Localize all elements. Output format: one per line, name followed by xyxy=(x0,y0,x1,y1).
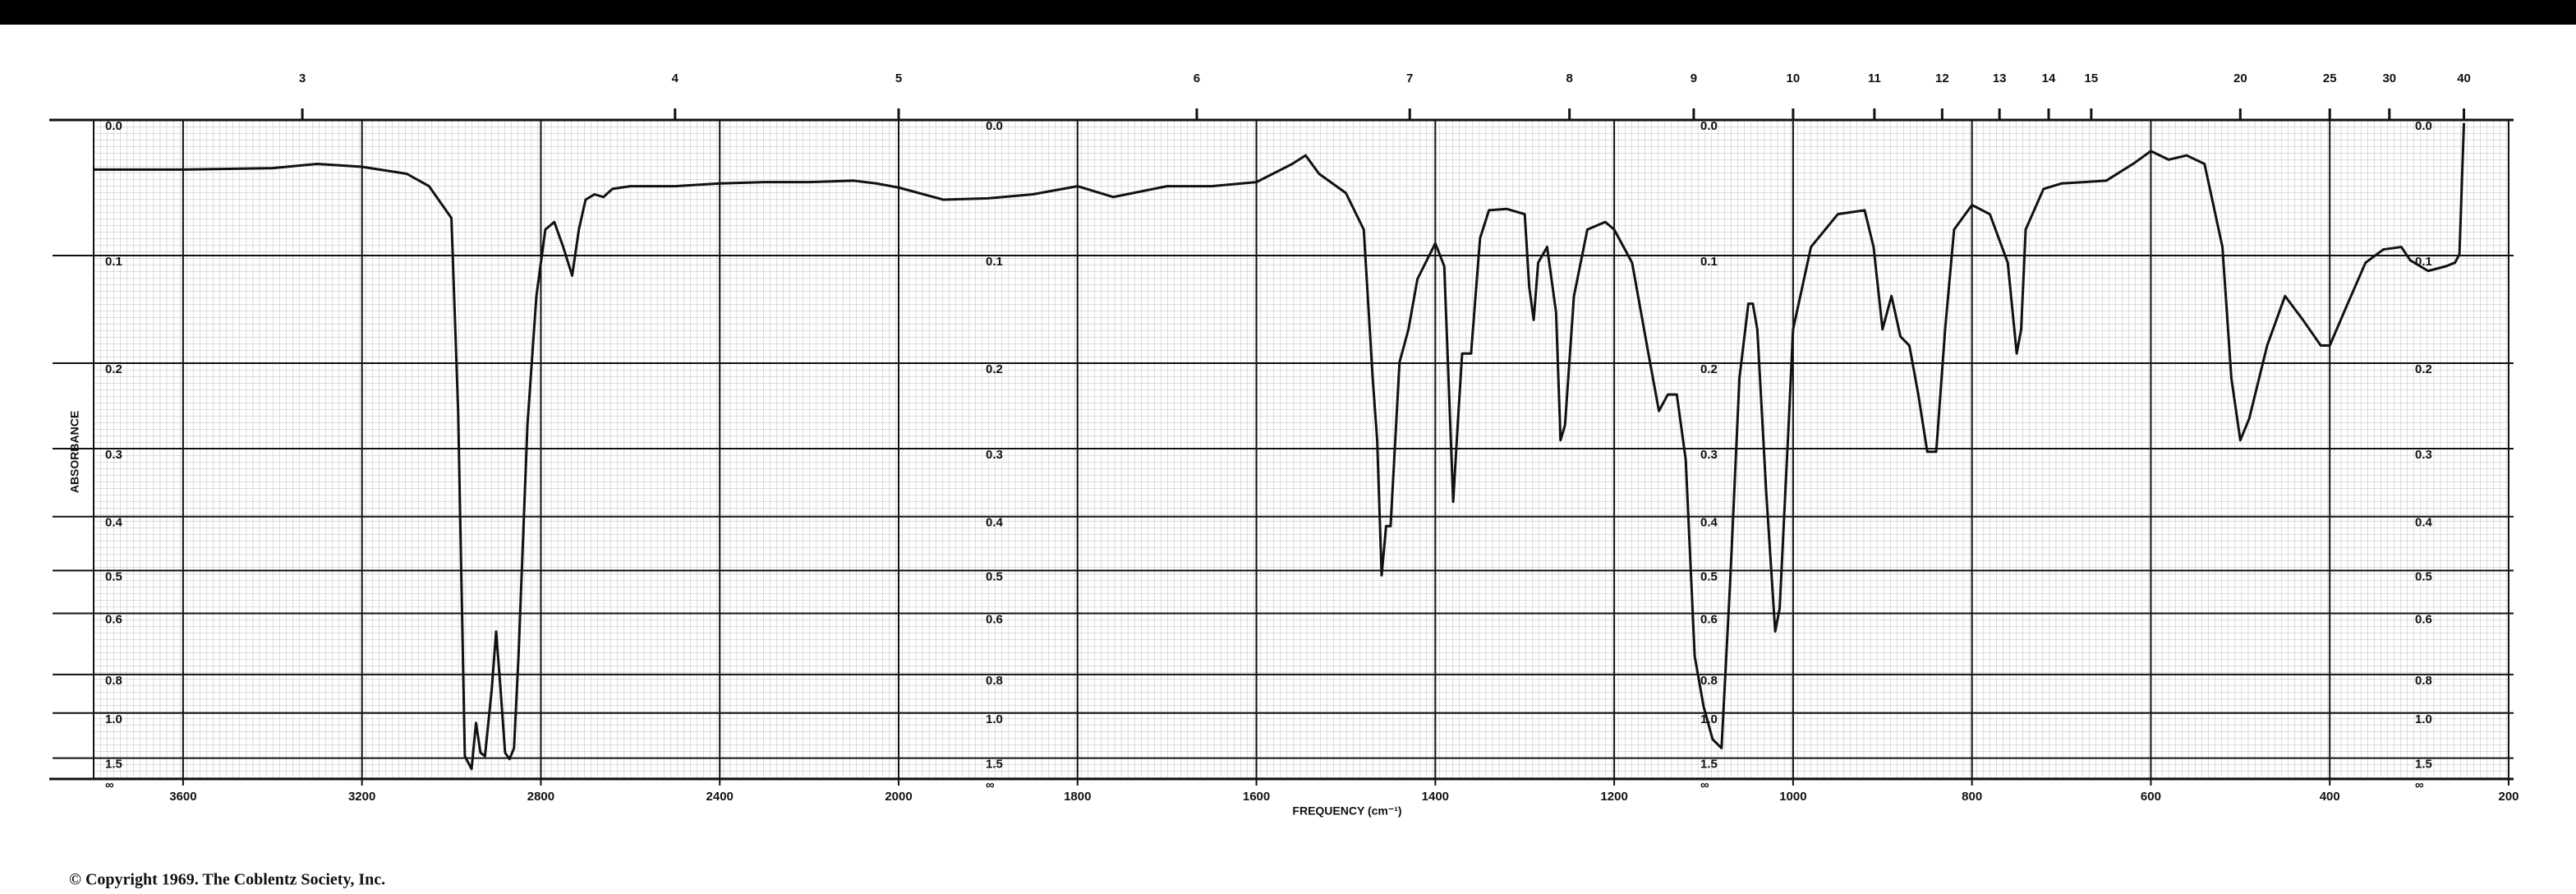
y-tick-label: 0.6 xyxy=(986,613,1003,627)
top-tick-label: 11 xyxy=(1868,71,1881,85)
top-tick-label: 30 xyxy=(2382,71,2396,85)
y-tick-label: 0.5 xyxy=(1700,569,1718,583)
x-tick-label: 1200 xyxy=(1600,790,1627,804)
y-tick-label: 0.3 xyxy=(986,448,1003,462)
x-tick-label: 2800 xyxy=(527,790,554,804)
y-tick-label: 0.8 xyxy=(2415,674,2432,688)
y-tick-label: 0.0 xyxy=(1700,119,1718,133)
y-tick-label: 0.0 xyxy=(986,119,1003,133)
top-tick-label: 25 xyxy=(2323,71,2337,85)
y-tick-label: 0.5 xyxy=(986,569,1003,583)
top-tick-label: 6 xyxy=(1194,71,1200,85)
y-tick-label: ∞ xyxy=(1700,778,1709,792)
x-tick-label: 3200 xyxy=(348,790,375,804)
y-tick-label: 0.3 xyxy=(105,448,122,462)
y-tick-label: 0.3 xyxy=(1700,448,1718,462)
y-tick-label: 0.0 xyxy=(105,119,122,133)
y-tick-label: 0.8 xyxy=(105,674,122,688)
y-tick-label: 0.5 xyxy=(2415,569,2432,583)
y-tick-label: 1.0 xyxy=(2415,712,2432,726)
top-tick-label: 10 xyxy=(1787,71,1801,85)
y-tick-label: 0.1 xyxy=(2415,255,2432,269)
y-tick-label: 0.4 xyxy=(105,516,123,530)
y-tick-label: 0.6 xyxy=(105,613,122,627)
y-tick-label: 1.5 xyxy=(105,758,122,772)
y-tick-label: 0.2 xyxy=(105,362,122,376)
top-tick-label: 14 xyxy=(2042,71,2056,85)
x-tick-label: 600 xyxy=(2141,790,2161,804)
y-tick-label: 0.2 xyxy=(2415,362,2432,376)
x-tick-label: 2400 xyxy=(706,790,734,804)
top-tick-label: 4 xyxy=(672,71,679,85)
y-tick-label: 0.1 xyxy=(986,255,1003,269)
y-tick-label: 0.8 xyxy=(1700,674,1718,688)
x-tick-label: 1400 xyxy=(1422,790,1449,804)
x-tick-label: 200 xyxy=(2498,790,2518,804)
top-tick-label: 40 xyxy=(2457,71,2471,85)
y-tick-label: 0.1 xyxy=(1700,255,1718,269)
top-tick-label: 8 xyxy=(1566,71,1572,85)
top-band xyxy=(0,0,2576,25)
x-tick-label: 2000 xyxy=(885,790,912,804)
top-tick-label: 20 xyxy=(2233,71,2247,85)
copyright: © Copyright 1969. The Coblentz Society, … xyxy=(69,871,385,889)
y-tick-label: 0.6 xyxy=(2415,613,2432,627)
x-tick-label: 800 xyxy=(1962,790,1982,804)
y-tick-label: 1.5 xyxy=(1700,758,1718,772)
y-tick-label: ∞ xyxy=(2415,778,2424,792)
y-tick-label: 0.8 xyxy=(986,674,1003,688)
top-tick-label: 5 xyxy=(895,71,902,85)
top-tick-label: 7 xyxy=(1406,71,1413,85)
y-tick-label: 0.1 xyxy=(105,255,122,269)
x-tick-label: 1000 xyxy=(1779,790,1806,804)
y-tick-label: 0.3 xyxy=(2415,448,2432,462)
y-tick-label: 0.5 xyxy=(105,569,122,583)
y-tick-label: 1.5 xyxy=(2415,758,2432,772)
spectrum-line xyxy=(94,122,2466,771)
plot-layer: 0.0 0.0 0.0 0.0 0.1 0.1 0.1 0.1 0.2 0.2 0.2 0.2 0.3 0… xyxy=(53,71,2519,804)
y-tick-label: 0.4 xyxy=(1700,516,1718,530)
y-tick-label: 0.2 xyxy=(1700,362,1718,376)
top-tick-label: 15 xyxy=(2085,71,2099,85)
y-tick-label: 0.4 xyxy=(2415,516,2433,530)
x-tick-label: 400 xyxy=(2320,790,2340,804)
y-tick-label: 1.5 xyxy=(986,758,1003,772)
top-tick-label: 13 xyxy=(1993,71,2007,85)
y-tick-label: 0.0 xyxy=(2415,119,2432,133)
y-tick-label: 1.0 xyxy=(105,712,122,726)
y-tick-label: ∞ xyxy=(105,778,114,792)
x-tick-label: 1600 xyxy=(1243,790,1270,804)
x-tick-label: 3600 xyxy=(169,790,196,804)
y-tick-label: 0.6 xyxy=(1700,613,1718,627)
top-tick-label: 3 xyxy=(299,71,306,85)
x-tick-label: 1800 xyxy=(1064,790,1091,804)
y-tick-label: 0.4 xyxy=(986,516,1004,530)
y-tick-label: 1.0 xyxy=(986,712,1003,726)
y-axis-title: ABSORBANCE xyxy=(68,411,81,493)
y-tick-label: ∞ xyxy=(986,778,995,792)
top-tick-label: 9 xyxy=(1690,71,1697,85)
y-tick-label: 0.2 xyxy=(986,362,1003,376)
y-tick-label: 1.0 xyxy=(1700,712,1718,726)
top-tick-label: 12 xyxy=(1935,71,1949,85)
x-axis-title: FREQUENCY (cm⁻¹) xyxy=(1292,804,1401,818)
